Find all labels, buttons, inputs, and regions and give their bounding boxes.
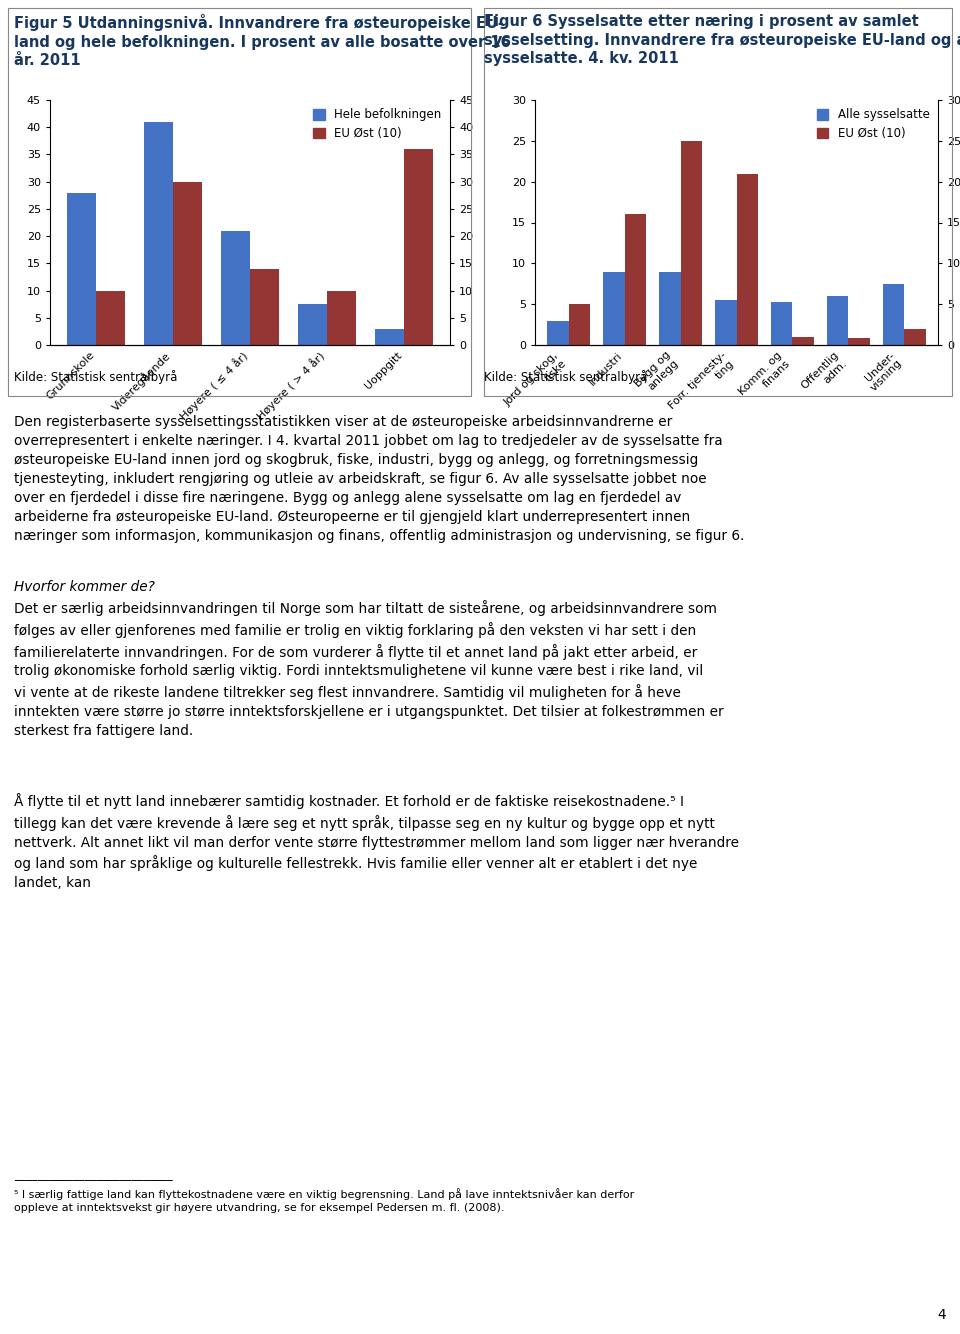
Text: Å flytte til et nytt land innebærer samtidig kostnader. Et forhold er de faktisk: Å flytte til et nytt land innebærer samt…	[14, 792, 739, 890]
Bar	[828, 296, 849, 346]
Bar	[404, 149, 433, 346]
Text: Det er særlig arbeidsinnvandringen til Norge som har tiltatt de sisteårene, og a: Det er særlig arbeidsinnvandringen til N…	[14, 600, 724, 738]
Bar	[883, 284, 904, 346]
Bar	[660, 272, 681, 346]
Text: Figur 6 Sysselsatte etter næring i prosent av samlet
sysselsetting. Innvandrere : Figur 6 Sysselsatte etter næring i prose…	[484, 13, 960, 67]
Bar	[67, 192, 96, 346]
Text: Kilde: Statistisk sentralbyrå: Kilde: Statistisk sentralbyrå	[14, 370, 178, 384]
Bar	[173, 181, 203, 346]
Bar	[849, 339, 870, 346]
Bar	[250, 268, 279, 346]
Bar	[904, 328, 925, 346]
Bar	[792, 336, 814, 346]
Text: Kilde: Statistisk sentralbyrå: Kilde: Statistisk sentralbyrå	[484, 370, 647, 384]
Bar	[374, 328, 404, 346]
Bar	[144, 121, 173, 346]
Text: 4: 4	[937, 1309, 946, 1322]
Bar	[568, 304, 589, 346]
Text: ___________________________: ___________________________	[14, 1169, 173, 1181]
Bar	[736, 173, 757, 346]
Bar	[681, 141, 702, 346]
Bar	[221, 231, 250, 346]
Bar	[603, 272, 625, 346]
Bar	[298, 304, 327, 346]
Bar	[96, 291, 126, 346]
Legend: Hele befolkningen, EU Øst (10): Hele befolkningen, EU Øst (10)	[311, 105, 444, 143]
Text: Den registerbaserte sysselsettingsstatistikken viser at de østeuropeiske arbeids: Den registerbaserte sysselsettingsstatis…	[14, 415, 744, 543]
Text: Hvorfor kommer de?: Hvorfor kommer de?	[14, 580, 155, 594]
Text: Figur 5 Utdanningsnivå. Innvandrere fra østeuropeiske EU-
land og hele befolknin: Figur 5 Utdanningsnivå. Innvandrere fra …	[14, 13, 511, 68]
Bar	[547, 320, 568, 346]
Bar	[771, 301, 792, 346]
Text: ⁵ I særlig fattige land kan flyttekostnadene være en viktig begrensning. Land på: ⁵ I særlig fattige land kan flyttekostna…	[14, 1189, 635, 1213]
Bar	[625, 215, 646, 346]
Bar	[327, 291, 356, 346]
Legend: Alle sysselsatte, EU Øst (10): Alle sysselsatte, EU Øst (10)	[814, 105, 932, 143]
Bar	[715, 300, 736, 346]
